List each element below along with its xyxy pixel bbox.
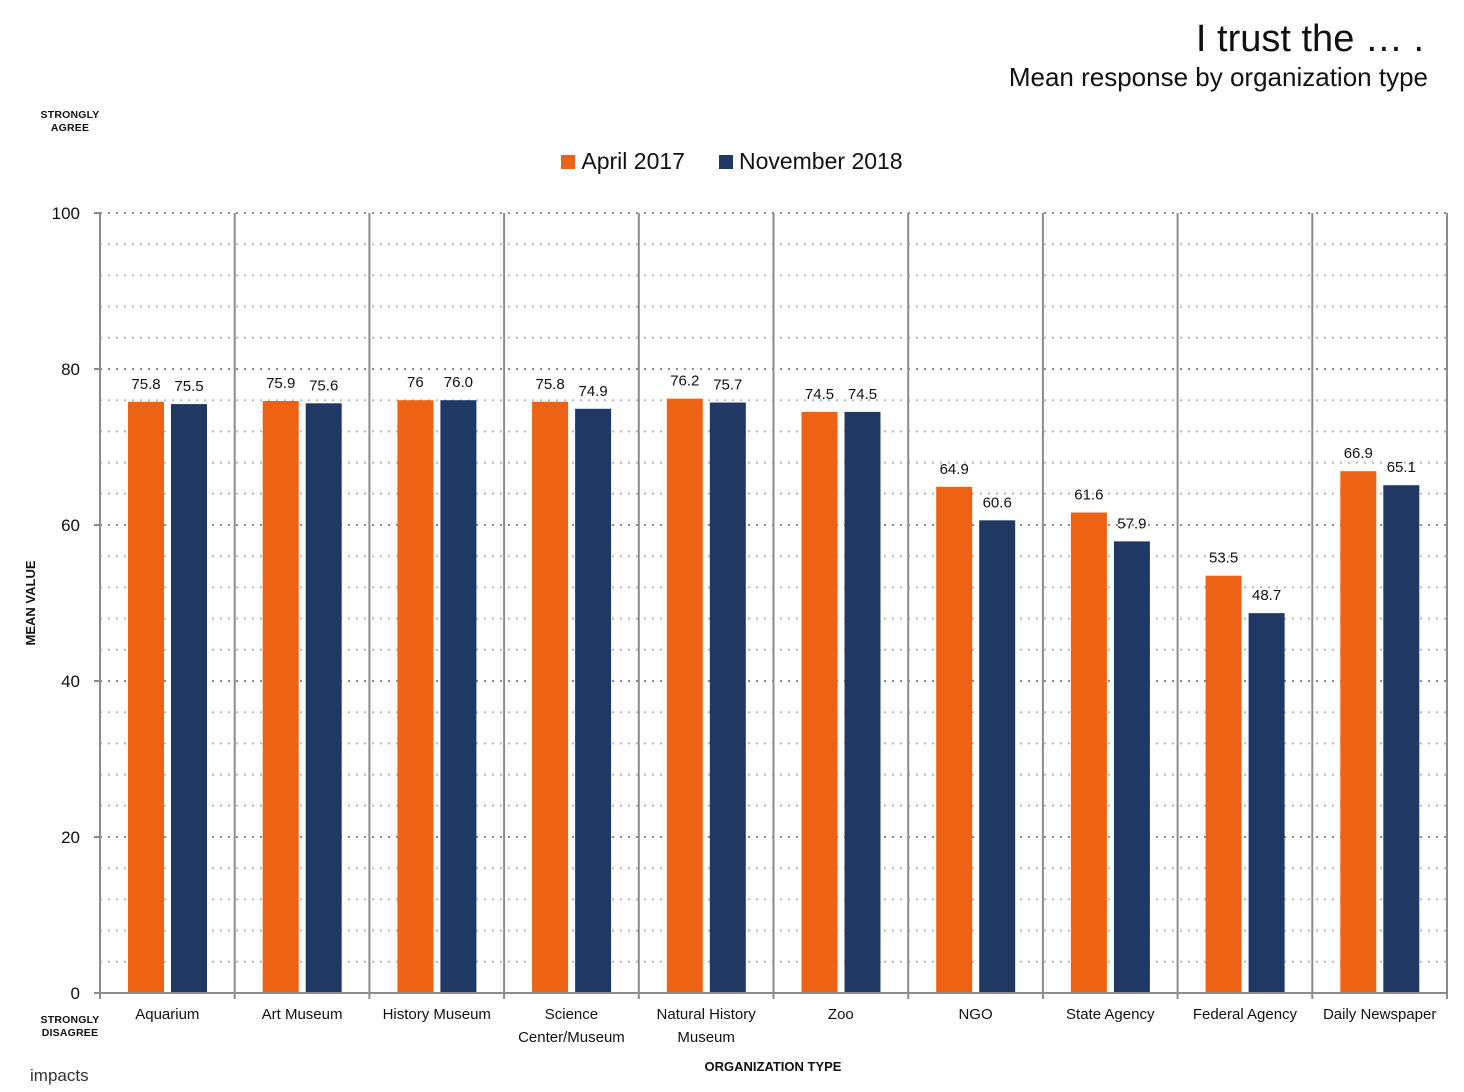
bar-november-2018 [979,520,1016,993]
data-label: 57.9 [1117,515,1146,532]
data-label: 74.9 [578,383,607,400]
bar-november-2018 [305,403,342,993]
strongly-agree-label: STRONGLY AGREE [30,109,110,135]
data-label: 75.8 [131,376,160,393]
bar-april-2017 [532,401,569,993]
data-label: 76 [407,374,424,391]
x-tick-label: State Agency [1066,1006,1155,1023]
data-label: 53.5 [1209,550,1238,567]
y-tick-label: 80 [61,360,80,379]
x-tick-label: Zoo [828,1006,854,1023]
strongly-disagree-label: STRONGLY DISAGREE [30,1014,110,1040]
legend: April 2017 November 2018 [0,148,1464,175]
x-tick-label: Science [545,1006,598,1023]
x-tick-label: Federal Agency [1193,1006,1298,1023]
x-tick-label: History Museum [383,1006,491,1023]
bar-november-2018 [1383,485,1420,993]
chart-subtitle: Mean response by organization type [1008,62,1428,92]
bar-november-2018 [844,411,881,993]
bar-november-2018 [1248,613,1285,993]
data-label: 74.5 [848,386,877,403]
legend-swatch-november-2018 [718,154,733,169]
strongly-disagree-line-2: DISAGREE [41,1027,99,1039]
bar-april-2017 [666,398,703,993]
legend-label-november-2018: November 2018 [738,148,903,174]
data-label: 66.9 [1344,445,1373,462]
data-label: 75.8 [535,376,564,393]
impacts-logo: impacts [30,1066,89,1085]
bar-april-2017 [128,401,164,993]
legend-item-april-2017: April 2017 [561,148,685,175]
x-tick-label: Center/Museum [518,1029,625,1046]
bar-april-2017 [801,411,838,993]
data-label: 60.6 [983,494,1012,511]
bar-april-2017 [1070,512,1107,993]
strongly-agree-line-2: AGREE [50,122,90,134]
bar-april-2017 [397,400,434,993]
axes [94,212,1448,999]
data-label: 64.9 [940,461,969,478]
x-tick-label: NGO [958,1006,992,1023]
bar-november-2018 [1113,541,1150,993]
data-label: 76.2 [670,373,699,390]
bar-november-2018 [171,404,207,994]
data-label: 61.6 [1074,487,1103,504]
data-label: 75.9 [266,375,295,392]
y-axis-title: MEAN VALUE [23,560,38,645]
data-label: 75.5 [174,378,203,395]
y-tick-label: 60 [61,516,80,535]
x-tick-label: Daily Newspaper [1323,1006,1436,1023]
data-label: 75.6 [309,377,338,394]
chart-title: I trust the … . [1195,18,1424,60]
data-label: 76.0 [444,374,473,391]
bar-april-2017 [1205,575,1242,993]
y-tick-label: 0 [71,984,80,1003]
bar-november-2018 [575,408,612,993]
bar-april-2017 [936,486,973,993]
y-tick-label: 100 [52,204,80,223]
bar-april-2017 [262,400,299,994]
data-label: 48.7 [1252,587,1281,604]
y-tick-label: 20 [61,828,80,847]
labels: 0 20 40 60 80 100 75.8 75.9 76 75.8 76.2 74.5 64.9 61… [52,204,1437,1046]
bar-november-2018 [709,402,746,993]
y-tick-label: 40 [61,672,80,691]
legend-item-november-2018: November 2018 [718,148,903,175]
x-tick-label: Natural History [657,1006,757,1023]
bar-november-2018 [440,400,477,993]
strongly-disagree-line-1: STRONGLY [40,1014,100,1026]
strongly-agree-line-1: STRONGLY [40,109,100,121]
x-axis-title: ORGANIZATION TYPE [705,1059,842,1074]
legend-swatch-april-2017 [561,154,576,169]
data-label: 65.1 [1387,459,1416,476]
bars [128,398,1420,994]
x-tick-label: Aquarium [135,1006,199,1023]
x-tick-label: Museum [677,1029,735,1046]
bar-april-2017 [1340,471,1377,993]
data-label: 75.7 [713,377,742,394]
x-tick-label: Art Museum [262,1006,343,1023]
legend-label-april-2017: April 2017 [581,148,685,174]
data-label: 74.5 [805,386,834,403]
